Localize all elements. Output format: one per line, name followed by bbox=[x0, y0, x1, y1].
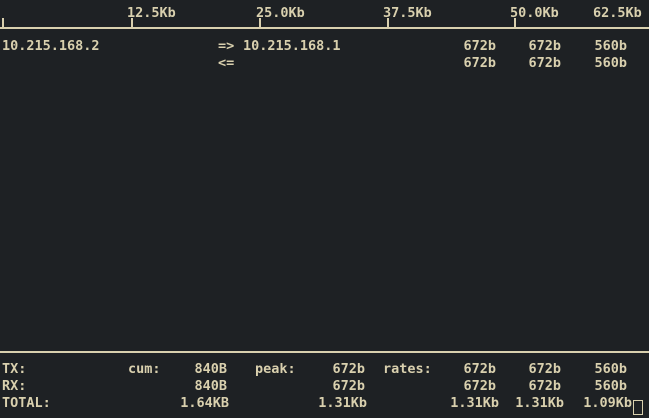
peak-header: peak: bbox=[255, 361, 296, 377]
footer-divider-line bbox=[0, 351, 649, 353]
tx-label: TX: bbox=[2, 361, 27, 377]
total-rate-10s: 1.31Kb bbox=[515, 395, 564, 411]
scale-label-12.5kb: 12.5Kb bbox=[127, 5, 176, 21]
tx-rate-10s: 672b bbox=[528, 361, 561, 377]
scale-label-50.0kb: 50.0Kb bbox=[510, 5, 559, 21]
rx-peak: 672b bbox=[332, 378, 365, 394]
rx-rate-10s: 672b bbox=[528, 378, 561, 394]
inbound-rate-2s: 672b bbox=[463, 55, 496, 71]
arrow-outbound: => bbox=[218, 38, 235, 54]
tx-peak: 672b bbox=[332, 361, 365, 377]
cum-header: cum: bbox=[128, 361, 161, 377]
inbound-rate-10s: 672b bbox=[528, 55, 561, 71]
outbound-rate-40s: 560b bbox=[594, 38, 627, 54]
scale-label-37.5kb: 37.5Kb bbox=[383, 5, 432, 21]
source-ip: 10.215.168.2 bbox=[2, 38, 100, 54]
scale-tick-0 bbox=[2, 18, 4, 28]
total-peak: 1.31Kb bbox=[318, 395, 367, 411]
scale-label-25.0kb: 25.0Kb bbox=[256, 5, 305, 21]
scale-axis-line bbox=[0, 27, 649, 29]
outbound-rate-10s: 672b bbox=[528, 38, 561, 54]
tx-rate-2s: 672b bbox=[463, 361, 496, 377]
scale-tick-1 bbox=[131, 18, 133, 28]
dest-ip: 10.215.168.1 bbox=[243, 38, 341, 54]
tx-cum: 840B bbox=[194, 361, 227, 377]
total-label: TOTAL: bbox=[2, 395, 51, 411]
rx-rate-2s: 672b bbox=[463, 378, 496, 394]
rates-header: rates: bbox=[383, 361, 432, 377]
total-cum: 1.64KB bbox=[180, 395, 229, 411]
total-rate-40s: 1.09Kb bbox=[583, 395, 632, 411]
rx-label: RX: bbox=[2, 378, 27, 394]
scale-tick-4 bbox=[514, 18, 516, 28]
tx-rate-40s: 560b bbox=[594, 361, 627, 377]
inbound-rate-40s: 560b bbox=[594, 55, 627, 71]
rx-cum: 840B bbox=[194, 378, 227, 394]
terminal-cursor bbox=[633, 400, 643, 415]
scale-label-62.5kb: 62.5Kb bbox=[593, 5, 642, 21]
scale-tick-2 bbox=[259, 18, 261, 28]
outbound-rate-2s: 672b bbox=[463, 38, 496, 54]
rx-rate-40s: 560b bbox=[594, 378, 627, 394]
total-rate-2s: 1.31Kb bbox=[450, 395, 499, 411]
arrow-inbound: <= bbox=[218, 55, 235, 71]
scale-tick-3 bbox=[387, 18, 389, 28]
